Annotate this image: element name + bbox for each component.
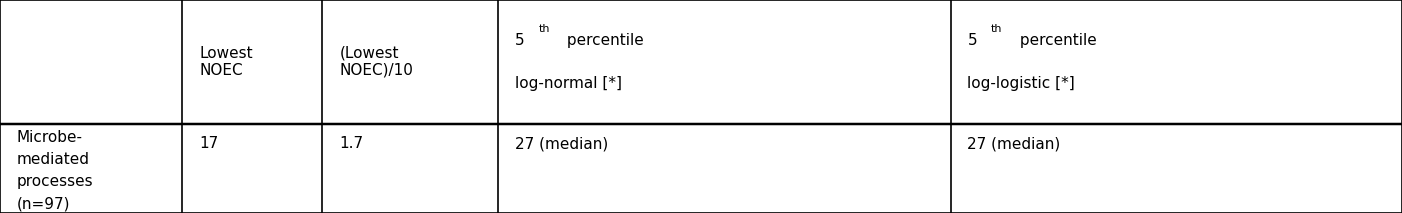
- Text: 27 (median): 27 (median): [967, 136, 1061, 151]
- Text: Microbe-
mediated
processes
(n=97): Microbe- mediated processes (n=97): [17, 130, 94, 212]
- Text: percentile: percentile: [1015, 33, 1096, 48]
- Text: 5: 5: [967, 33, 977, 48]
- Text: percentile: percentile: [562, 33, 644, 48]
- Text: 27 (median): 27 (median): [515, 136, 608, 151]
- Text: 1.7: 1.7: [339, 136, 363, 151]
- Text: th: th: [538, 24, 550, 34]
- Text: log-logistic [*]: log-logistic [*]: [967, 76, 1075, 91]
- Text: th: th: [991, 24, 1002, 34]
- Text: 5: 5: [515, 33, 524, 48]
- Text: (Lowest
NOEC)/10: (Lowest NOEC)/10: [339, 46, 414, 78]
- Text: log-normal [*]: log-normal [*]: [515, 76, 621, 91]
- Text: 17: 17: [199, 136, 219, 151]
- Text: Lowest
NOEC: Lowest NOEC: [199, 46, 252, 78]
